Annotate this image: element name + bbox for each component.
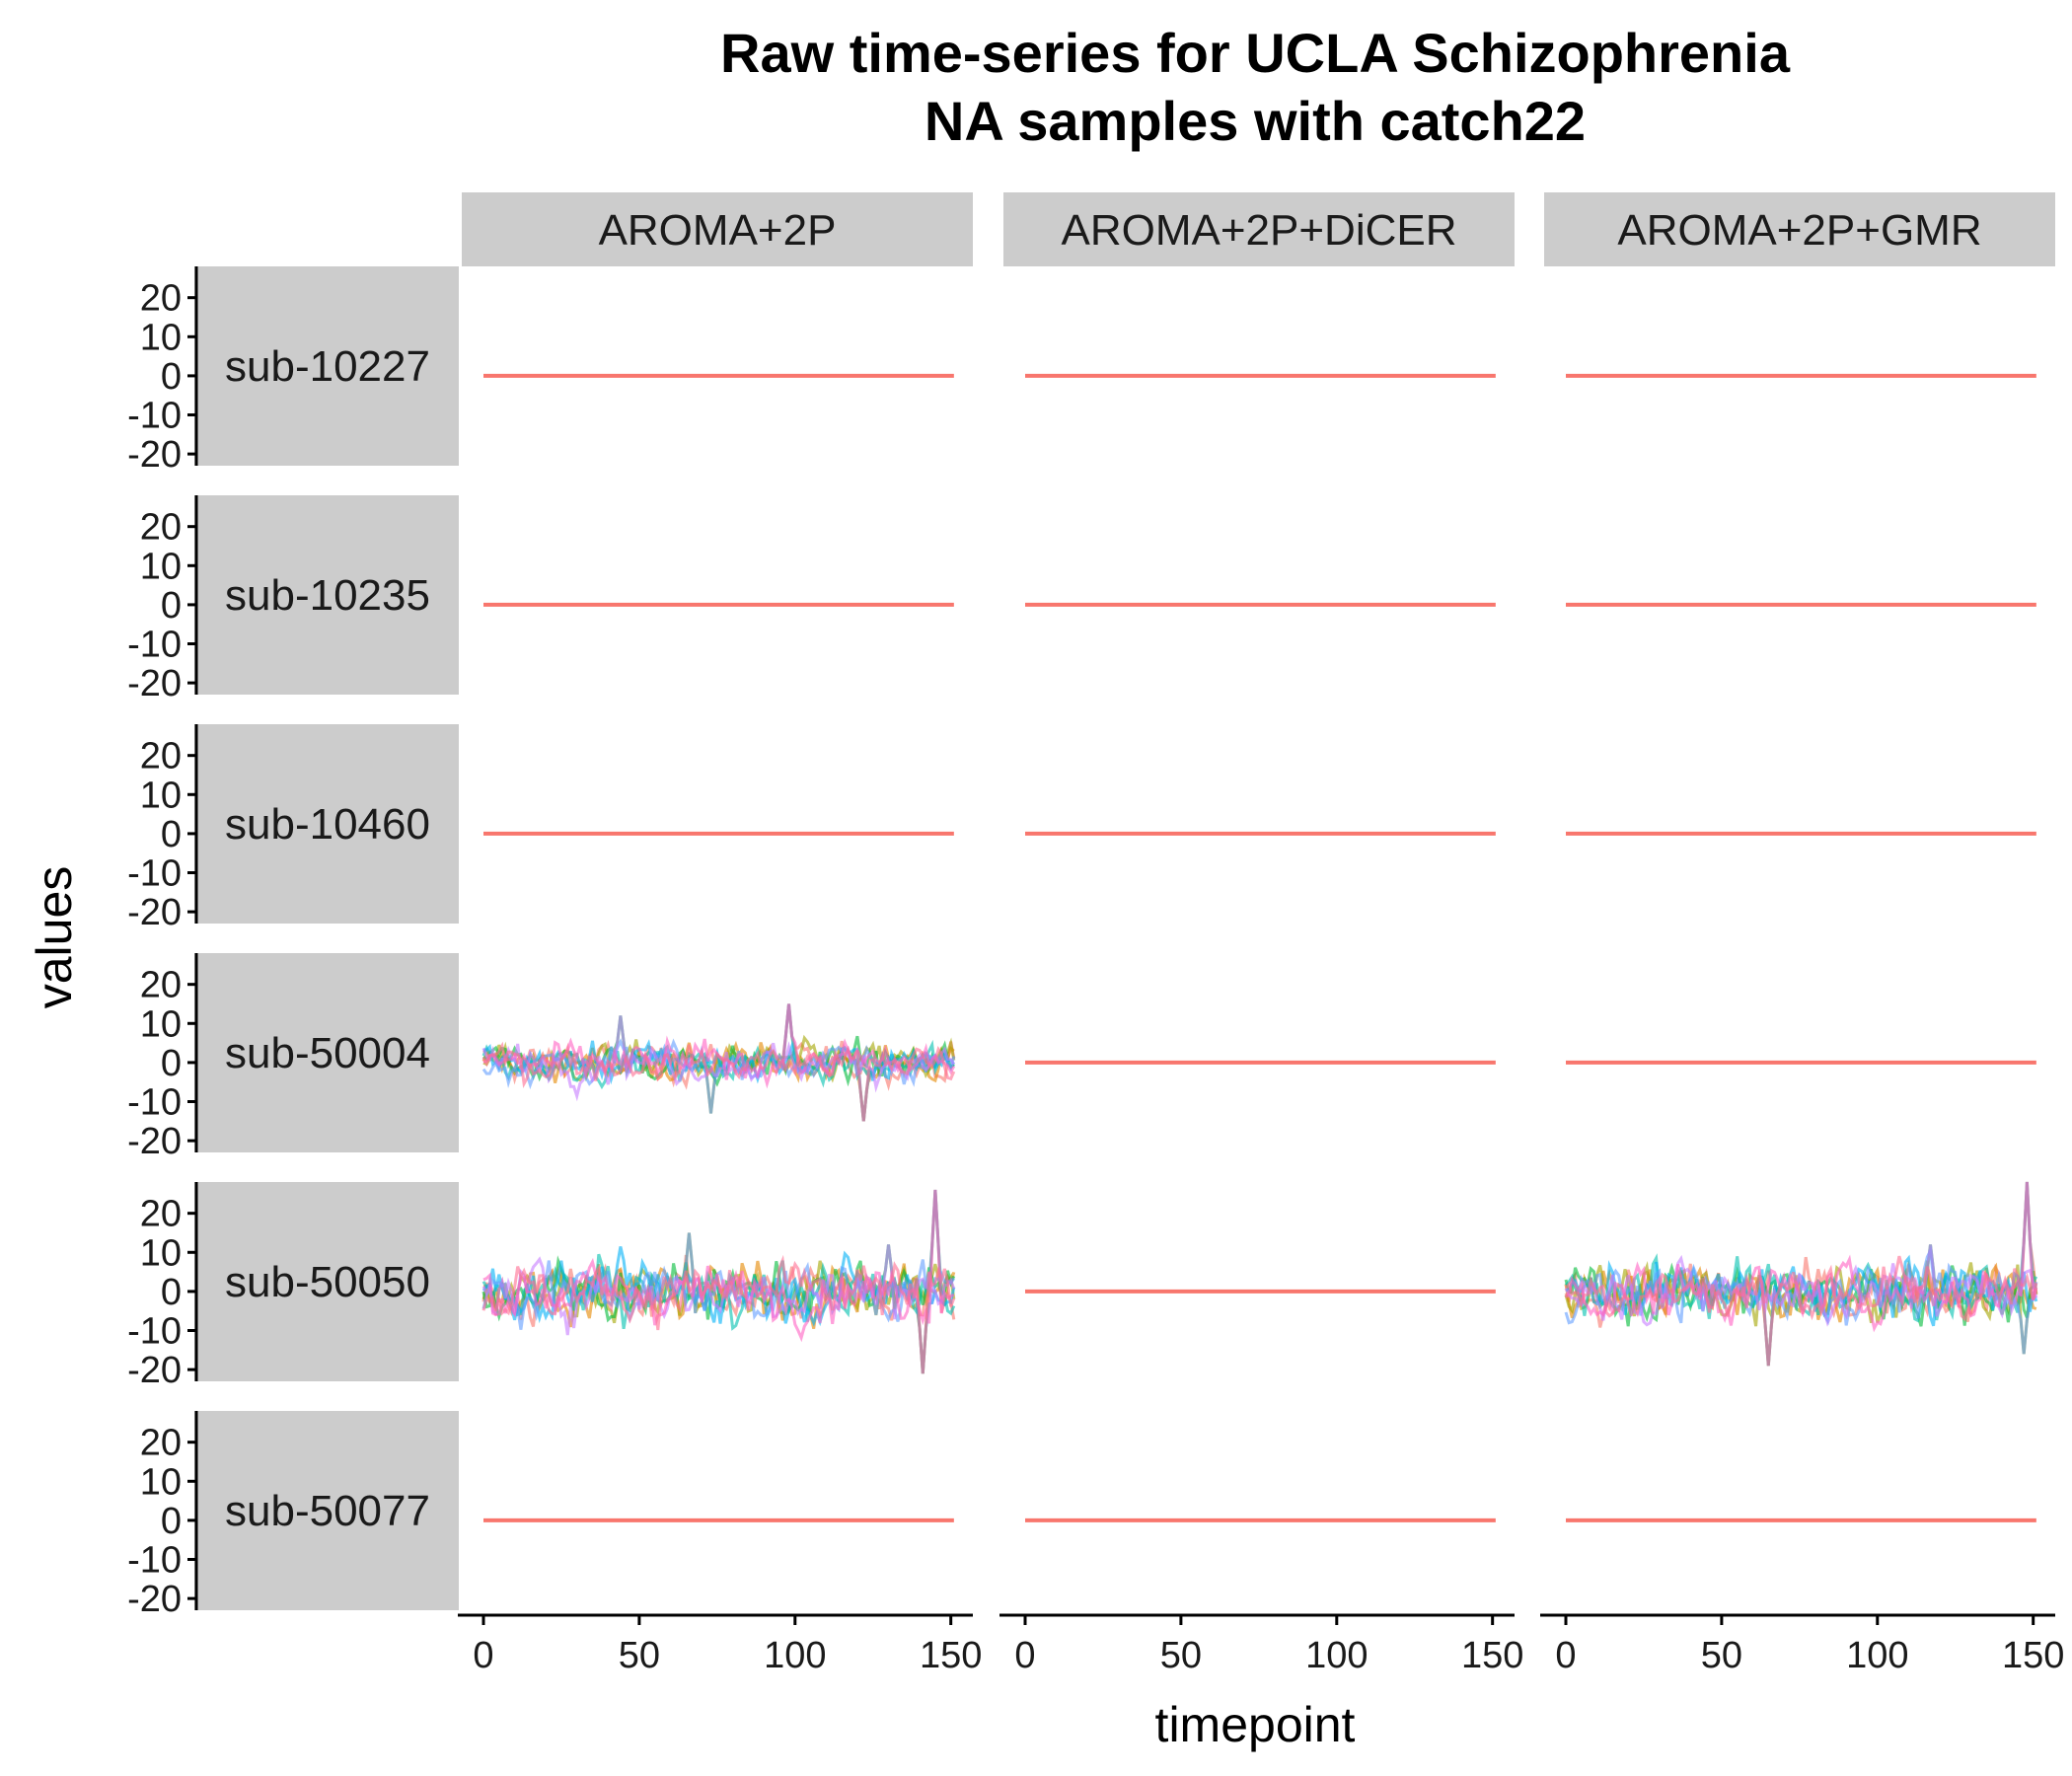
row-strip-label: sub-10235 xyxy=(225,571,430,620)
row-strip xyxy=(194,1182,459,1381)
x-tick-label: 0 xyxy=(1014,1635,1035,1676)
y-tick-label: 20 xyxy=(140,507,182,549)
chart-title-line-1: Raw time-series for UCLA Schizophrenia xyxy=(720,22,1791,84)
x-tick-label: 150 xyxy=(1461,1635,1523,1676)
x-tick-label: 100 xyxy=(1305,1635,1368,1676)
y-tick-label: 20 xyxy=(140,1194,182,1235)
column-strip-label: AROMA+2P+DiCER xyxy=(1061,206,1456,255)
row-strip xyxy=(194,266,459,466)
column-strip-label: AROMA+2P+GMR xyxy=(1617,206,1981,255)
y-tick-label: -10 xyxy=(127,1082,182,1124)
y-tick-label: 0 xyxy=(161,1043,182,1084)
row-strip-label: sub-10460 xyxy=(225,800,430,849)
y-tick-label: -20 xyxy=(127,1350,182,1391)
noisy-series-line xyxy=(1564,1244,2038,1327)
y-tick-label: 0 xyxy=(161,1501,182,1542)
y-tick-label: 10 xyxy=(140,775,182,816)
y-tick-label: 20 xyxy=(140,1423,182,1464)
y-tick-label: -10 xyxy=(127,625,182,666)
row-strip xyxy=(194,1411,459,1610)
y-tick-label: 0 xyxy=(161,814,182,855)
y-tick-label: -10 xyxy=(127,853,182,895)
y-tick-label: -10 xyxy=(127,1311,182,1353)
row-strip-label: sub-50050 xyxy=(225,1258,430,1306)
y-tick-label: 10 xyxy=(140,317,182,358)
y-tick-label: 10 xyxy=(140,546,182,587)
row-strip-label: sub-50004 xyxy=(225,1029,430,1077)
x-tick-label: 0 xyxy=(1555,1635,1576,1676)
column-strip xyxy=(1003,192,1515,266)
x-tick-label: 100 xyxy=(1846,1635,1908,1676)
y-tick-label: -10 xyxy=(127,396,182,437)
x-tick-label: 150 xyxy=(2002,1635,2064,1676)
noisy-series-line xyxy=(481,1246,956,1374)
x-tick-label: 150 xyxy=(920,1635,982,1676)
y-tick-label: -20 xyxy=(127,1121,182,1162)
y-tick-label: 10 xyxy=(140,1232,182,1274)
y-tick-label: 0 xyxy=(161,585,182,627)
row-strip-label: sub-10227 xyxy=(225,342,430,391)
noisy-series-line xyxy=(481,1244,956,1336)
y-axis-title: values xyxy=(27,866,82,1009)
x-tick-label: 100 xyxy=(764,1635,826,1676)
x-tick-label: 50 xyxy=(1160,1635,1202,1676)
x-tick-label: 50 xyxy=(619,1635,660,1676)
row-strip xyxy=(194,724,459,924)
x-tick-label: 0 xyxy=(473,1635,493,1676)
y-tick-label: 0 xyxy=(161,356,182,398)
y-tick-label: -20 xyxy=(127,663,182,704)
y-tick-label: 20 xyxy=(140,278,182,320)
y-tick-label: -20 xyxy=(127,434,182,476)
y-tick-label: -10 xyxy=(127,1540,182,1582)
y-tick-label: 0 xyxy=(161,1272,182,1313)
y-tick-label: 10 xyxy=(140,1003,182,1045)
y-tick-label: 20 xyxy=(140,965,182,1006)
noisy-series-line xyxy=(481,1254,956,1374)
column-strip xyxy=(1544,192,2055,266)
row-strip xyxy=(194,495,459,695)
noisy-series-line xyxy=(481,1015,956,1102)
column-strip xyxy=(462,192,973,266)
row-strip xyxy=(194,953,459,1152)
x-tick-label: 50 xyxy=(1701,1635,1742,1676)
y-tick-label: -20 xyxy=(127,1579,182,1620)
row-strip-label: sub-50077 xyxy=(225,1487,430,1535)
y-tick-label: 20 xyxy=(140,736,182,777)
noisy-series-line xyxy=(1564,1255,2038,1367)
y-tick-label: 10 xyxy=(140,1461,182,1503)
chart-title-line-2: NA samples with catch22 xyxy=(925,90,1586,152)
noisy-series-line xyxy=(481,1041,956,1122)
column-strip-label: AROMA+2P xyxy=(599,206,837,255)
x-axis-title: timepoint xyxy=(1155,1697,1356,1752)
y-tick-label: -20 xyxy=(127,892,182,933)
